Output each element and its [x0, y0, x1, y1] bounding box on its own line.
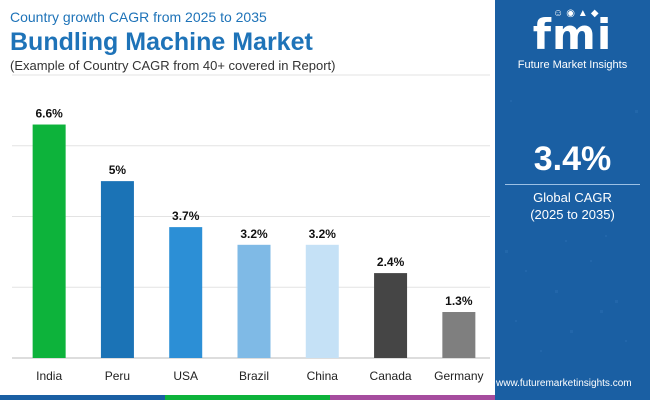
data-label-india: 6.6%: [35, 107, 63, 121]
bar-peru: [100, 181, 134, 358]
x-tick-label-usa: USA: [173, 369, 198, 383]
data-label-germany: 1.3%: [445, 294, 473, 308]
bottom-color-strip: [0, 395, 650, 400]
data-label-canada: 2.4%: [377, 255, 405, 269]
chart-subtitle: Country growth CAGR from 2025 to 2035: [10, 9, 267, 25]
strip-segment: [330, 395, 495, 400]
chart-title: Bundling Machine Market: [10, 28, 313, 56]
bar-india: [32, 124, 66, 359]
global-cagr-range: (2025 to 2035): [530, 207, 615, 222]
logo-subtitle: Future Market Insights: [517, 59, 628, 71]
logo-icons: ☺◉▲◆: [553, 8, 602, 19]
bar-china: [305, 244, 339, 358]
fmi-logo[interactable]: ☺◉▲◆ fmi Future Market Insights: [495, 4, 650, 74]
strip-segment: [495, 395, 650, 400]
panel-texture: [505, 100, 638, 352]
x-tick-label-canada: Canada: [370, 369, 412, 383]
data-label-peru: 5%: [109, 163, 127, 177]
x-tick-label-peru: Peru: [105, 369, 130, 383]
global-cagr-label: Global CAGR: [533, 190, 612, 205]
chart-header: Country growth CAGR from 2025 to 2035 Bu…: [10, 8, 480, 74]
chart-note: (Example of Country CAGR from 40+ covere…: [10, 58, 336, 73]
cagr-divider: [505, 184, 640, 185]
bar-brazil: [237, 244, 271, 358]
bar-chart-svg: 6.6% India 5% Peru 3.7% USA 3.2% Brazil 3.2% Chin…: [12, 74, 490, 383]
x-tick-label-china: China: [307, 369, 339, 383]
strip-segment: [0, 395, 165, 400]
data-label-usa: 3.7%: [172, 209, 200, 223]
logo-wordmark: fmi: [532, 10, 613, 59]
x-tick-label-germany: Germany: [434, 369, 483, 383]
global-cagr-value: 3.4%: [533, 140, 612, 178]
data-label-china: 3.2%: [309, 227, 337, 241]
x-tick-label-india: India: [36, 369, 62, 383]
website-link[interactable]: www.futuremarketinsights.com: [496, 378, 632, 389]
strip-segment: [165, 395, 330, 400]
bar-chart: 6.6% India 5% Peru 3.7% USA 3.2% Brazil 3.2% Chin…: [12, 74, 490, 383]
x-tick-label-brazil: Brazil: [239, 369, 269, 383]
bar-canada: [374, 273, 408, 358]
bar-usa: [169, 227, 203, 358]
bar-germany: [442, 312, 476, 358]
summary-panel: ☺◉▲◆ fmi Future Market Insights 3.4% Glo…: [495, 0, 650, 400]
data-label-brazil: 3.2%: [240, 227, 268, 241]
